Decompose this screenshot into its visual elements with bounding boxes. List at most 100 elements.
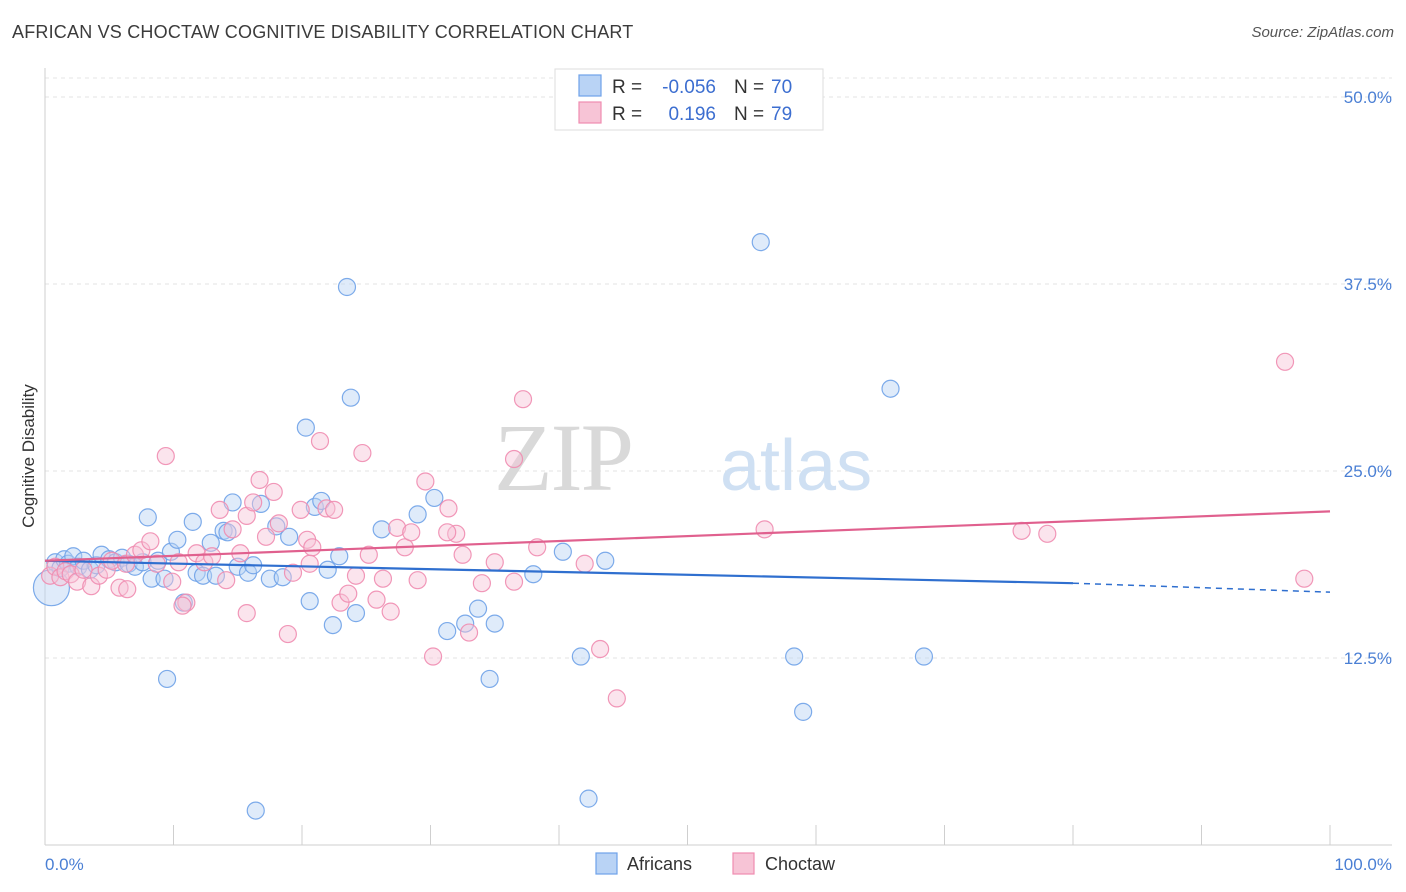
choctaw-point (210, 500, 229, 519)
data-points (32, 233, 1314, 820)
choctaw-point (485, 553, 504, 572)
choctaw-point (74, 560, 93, 579)
choctaw-point (202, 547, 222, 566)
choctaw-point (300, 554, 319, 573)
africans-trend-line (44, 559, 1074, 585)
africans-point (246, 801, 265, 820)
choctaw-point (402, 523, 421, 542)
choctaw-point (472, 574, 491, 593)
choctaw-point (264, 482, 283, 502)
choctaw-point (317, 499, 336, 518)
bottom-legend-swatch-choctaw (732, 852, 755, 875)
chart-title: AFRICAN VS CHOCTAW COGNITIVE DISABILITY … (12, 22, 634, 42)
axes (44, 68, 1392, 846)
choctaw-point (1012, 521, 1031, 540)
y-tick-labels: 12.5% 25.0% 37.5% 50.0% (1344, 88, 1392, 668)
choctaw-point (173, 596, 192, 615)
bottom-legend-label-choctaw: Choctaw (765, 854, 836, 874)
africans-point (579, 789, 598, 808)
choctaw-point (56, 562, 75, 581)
legend-bottom: Africans Choctaw (595, 852, 836, 875)
africans-point (524, 565, 543, 584)
choctaw-point (118, 580, 137, 599)
africans-point (280, 527, 299, 546)
africans-point (251, 494, 270, 514)
source-label: Source: ZipAtlas.com (1251, 24, 1394, 41)
choctaw-point (755, 520, 774, 539)
africans-point (553, 542, 572, 561)
africans-point (751, 233, 770, 252)
africans-point (201, 533, 220, 552)
legend-r-value-choctaw: 0.196 (668, 104, 716, 125)
legend-swatch-choctaw (578, 101, 602, 124)
choctaw-point (46, 557, 65, 576)
choctaw-point (367, 590, 386, 609)
africans-point (794, 702, 813, 721)
y-tick-label-3: 50.0% (1344, 88, 1392, 107)
choctaw-point (310, 431, 330, 451)
choctaw-point (353, 443, 372, 463)
africans-point (425, 488, 444, 508)
choctaw-point (244, 493, 263, 512)
y-axis-title: Cognitive Disability (19, 384, 38, 528)
choctaw-point (169, 553, 188, 572)
legend-n-label-africans: N = (734, 77, 764, 98)
choctaw-point (381, 602, 400, 621)
choctaw-point (1295, 569, 1314, 588)
choctaw-point (359, 545, 378, 564)
choctaw-point (303, 538, 322, 557)
africans-trend-extension (1072, 582, 1331, 593)
africans-point (300, 592, 319, 611)
africans-point (914, 647, 934, 666)
africans-point (157, 669, 177, 689)
legend-r-label-africans: R = (612, 77, 642, 98)
choctaw-point (51, 568, 70, 587)
africans-point (296, 418, 315, 437)
choctaw-point (250, 470, 269, 490)
choctaw-point (459, 623, 479, 642)
africans-point (341, 388, 360, 407)
watermark-zip: ZIP (494, 404, 632, 511)
africans-point (218, 523, 237, 542)
choctaw-point (447, 524, 466, 543)
africans-point (346, 604, 366, 623)
africans-point (168, 530, 187, 549)
africans-point (193, 566, 213, 585)
choctaw-point (575, 554, 594, 573)
choctaw-point (373, 569, 393, 588)
y-tick-label-2: 37.5% (1344, 275, 1392, 294)
x-tick-label-1: 100.0% (1334, 855, 1392, 874)
bottom-legend-label-africans: Africans (627, 854, 692, 874)
watermark: ZIP atlas (494, 404, 872, 511)
choctaw-point (217, 571, 236, 590)
choctaw-point (291, 500, 310, 519)
choctaw-point (438, 523, 457, 542)
x-tick-labels: 0.0% 100.0% (45, 855, 1392, 874)
choctaw-point (141, 532, 160, 551)
choctaw-point (453, 545, 472, 564)
africans-point (468, 599, 488, 618)
choctaw-point (504, 572, 524, 591)
choctaw-point (439, 499, 458, 518)
trend-lines (44, 510, 1331, 593)
choctaw-point (591, 639, 610, 659)
choctaw-point (102, 551, 121, 570)
africans-point (138, 508, 157, 527)
africans-point (480, 669, 499, 689)
choctaw-point (513, 390, 533, 409)
bottom-legend-swatch-africans (595, 852, 618, 875)
africans-point (408, 505, 427, 524)
legend-n-value-choctaw: 79 (771, 104, 792, 125)
choctaw-point (339, 584, 358, 603)
africans-point (596, 551, 615, 570)
x-tick-label-0: 0.0% (45, 855, 84, 874)
choctaw-point (110, 578, 129, 597)
africans-point (330, 547, 349, 566)
choctaw-point (1275, 352, 1295, 371)
africans-point (183, 512, 202, 531)
africans-point (456, 614, 475, 633)
y-tick-label-0: 12.5% (1344, 649, 1392, 668)
choctaw-point (408, 571, 427, 590)
choctaw-point (223, 520, 242, 539)
